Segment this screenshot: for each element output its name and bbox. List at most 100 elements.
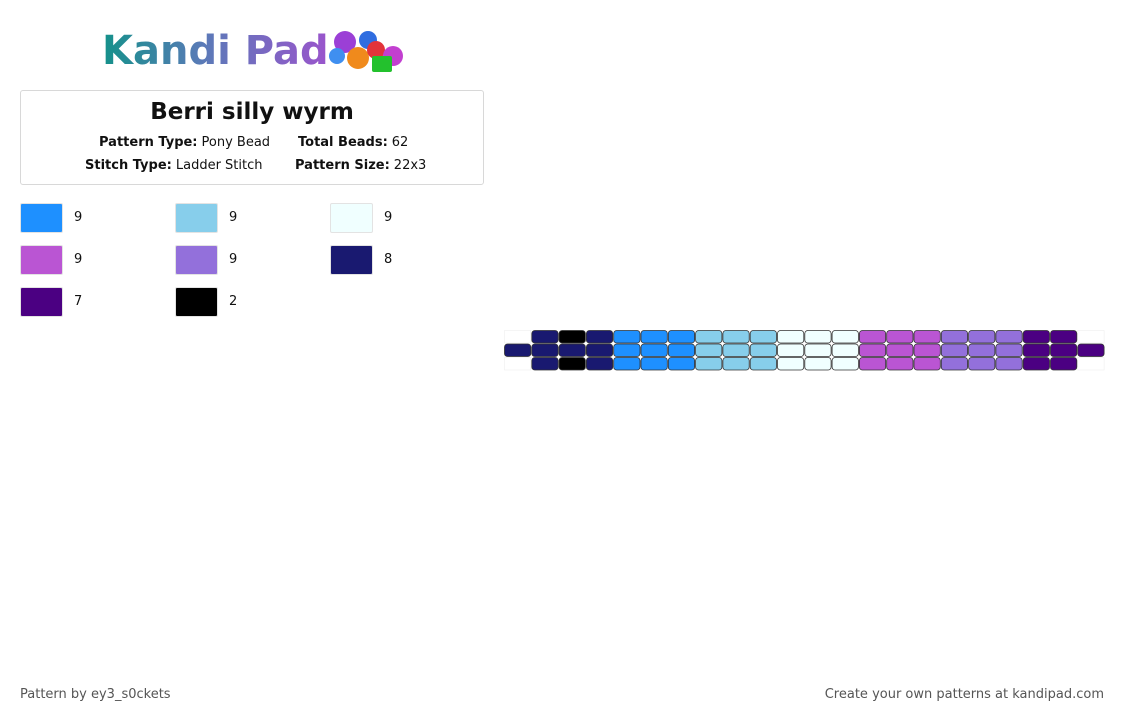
bead — [886, 330, 914, 344]
bead-count: 9 — [229, 252, 238, 267]
bead — [831, 330, 859, 344]
bead — [695, 357, 723, 371]
color-swatch — [20, 203, 63, 233]
bead — [558, 357, 586, 371]
bead — [695, 343, 723, 357]
field-label: Stitch Type: — [85, 158, 172, 173]
bead — [886, 357, 914, 371]
bead-count: 2 — [229, 294, 238, 309]
field-label: Pattern Size: — [295, 158, 390, 173]
bead — [859, 357, 887, 371]
empty-cell — [1077, 357, 1105, 371]
bead-count: 9 — [74, 252, 83, 267]
bead — [558, 330, 586, 344]
bead — [1050, 357, 1078, 371]
bead — [968, 343, 996, 357]
bead — [667, 343, 695, 357]
bead — [722, 330, 750, 344]
bead — [722, 357, 750, 371]
bead — [913, 343, 941, 357]
bead-count: 9 — [229, 210, 238, 225]
bead — [640, 330, 668, 344]
field: Pattern Size: 22x3 — [295, 158, 426, 173]
color-swatch — [20, 245, 63, 275]
bead-count: 7 — [74, 294, 83, 309]
bead — [586, 343, 614, 357]
bead — [531, 357, 559, 371]
field: Total Beads: 62 — [298, 135, 408, 150]
bead — [1077, 343, 1105, 357]
bead — [831, 357, 859, 371]
logo: Kandi Pad — [102, 28, 403, 74]
bead-count: 8 — [384, 252, 393, 267]
logo-text: Kandi Pad — [102, 28, 329, 74]
bead — [940, 357, 968, 371]
bead — [667, 357, 695, 371]
bead — [859, 343, 887, 357]
bead — [531, 330, 559, 344]
field-label: Pattern Type: — [99, 135, 198, 150]
bead — [995, 343, 1023, 357]
field-value: 62 — [391, 135, 409, 150]
bead — [995, 357, 1023, 371]
color-swatch — [20, 287, 63, 317]
bead — [968, 357, 996, 371]
color-swatch — [330, 203, 373, 233]
field-value: Ladder Stitch — [175, 158, 263, 173]
bead — [804, 343, 832, 357]
bead — [586, 330, 614, 344]
info-box: Berri silly wyrm Pattern Type: Pony Bead … — [20, 90, 484, 185]
bead — [695, 330, 723, 344]
color-swatch — [175, 287, 218, 317]
bead — [777, 343, 805, 357]
bead — [586, 357, 614, 371]
bead — [558, 343, 586, 357]
bead — [859, 330, 887, 344]
field-label: Total Beads: — [298, 135, 388, 150]
bead — [613, 330, 641, 344]
empty-cell — [504, 357, 532, 371]
logo-beads — [329, 31, 403, 72]
bead — [1050, 330, 1078, 344]
bead — [886, 343, 914, 357]
bead-count: 9 — [74, 210, 83, 225]
field: Pattern Type: Pony Bead — [99, 135, 270, 150]
bead — [831, 343, 859, 357]
field-value: 22x3 — [393, 158, 427, 173]
field-value: Pony Bead — [201, 135, 271, 150]
bead — [749, 330, 777, 344]
color-swatch — [175, 203, 218, 233]
bead — [804, 357, 832, 371]
bead — [913, 357, 941, 371]
color-swatch — [330, 245, 373, 275]
bead — [804, 330, 832, 344]
bead — [1022, 343, 1050, 357]
footer-link: Create your own patterns at kandipad.com — [824, 687, 1104, 702]
empty-cell — [504, 330, 532, 344]
bead — [531, 343, 559, 357]
bead — [640, 357, 668, 371]
bead — [640, 343, 668, 357]
bead — [968, 330, 996, 344]
bead — [940, 330, 968, 344]
bead — [504, 343, 532, 357]
bead — [940, 343, 968, 357]
bead — [777, 330, 805, 344]
field: Stitch Type: Ladder Stitch — [85, 158, 263, 173]
pattern-title: Berri silly wyrm — [150, 99, 354, 125]
color-swatch — [175, 245, 218, 275]
empty-cell — [1077, 330, 1105, 344]
footer-credit: Pattern by ey3_s0ckets — [20, 687, 171, 702]
bead — [613, 357, 641, 371]
bead — [613, 343, 641, 357]
bead-count: 9 — [384, 210, 393, 225]
bead — [667, 330, 695, 344]
bead — [749, 357, 777, 371]
bead — [1022, 357, 1050, 371]
bead — [749, 343, 777, 357]
bead — [1050, 343, 1078, 357]
bead — [777, 357, 805, 371]
bead — [913, 330, 941, 344]
